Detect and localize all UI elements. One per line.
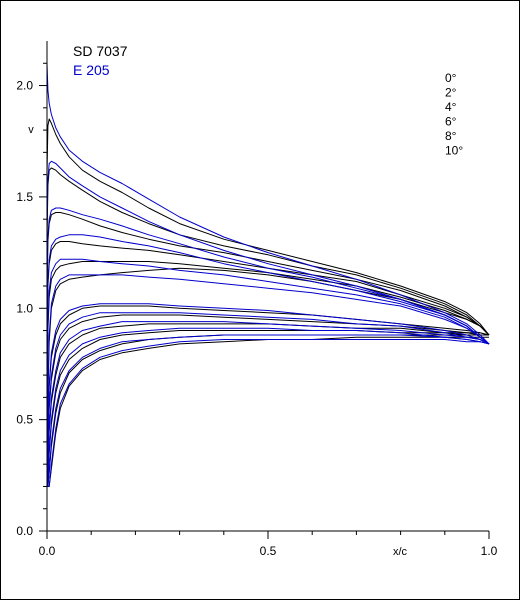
curve-sd-7037-upper-4deg [46, 241, 490, 353]
x-tick-label: 1.0 [481, 544, 498, 558]
curve-sd-7037-upper-0deg [46, 267, 490, 476]
curve-e-205-lower-6deg [47, 327, 490, 483]
curve-sd-7037-upper-2deg [46, 261, 490, 409]
y-tick-label: 0.0 [16, 524, 33, 538]
angle-label: 4° [445, 100, 457, 114]
curve-sd-7037-lower-0deg [46, 305, 490, 483]
curve-sd-7037-lower-2deg [46, 314, 490, 483]
y-tick-label: 2.0 [16, 79, 33, 93]
angle-label: 10° [445, 144, 463, 158]
y-tick-label: 1.0 [16, 301, 33, 315]
angle-label: 6° [445, 115, 457, 129]
angle-label: 8° [445, 129, 457, 143]
y-tick-label: 0.5 [16, 413, 33, 427]
angle-label: 2° [445, 86, 457, 100]
curve-sd-7037-lower-10deg [46, 336, 489, 487]
angle-label: 0° [445, 71, 457, 85]
legend-entry: SD 7037 [73, 43, 128, 59]
curve-sd-7037-upper-10deg [46, 118, 490, 336]
curve-e-205-lower-0deg [46, 303, 490, 483]
x-axis-label: x/c [393, 546, 408, 558]
curve-sd-7037-lower-8deg [46, 334, 489, 487]
curve-e-205-lower-8deg [46, 334, 490, 487]
curve-e-205-upper-10deg [46, 63, 490, 345]
x-tick-label: 0.0 [39, 544, 56, 558]
curve-sd-7037-lower-4deg [46, 323, 489, 483]
labels-layer: 0.0 0.5 1.0 0.0 0.5 1.0 1.5 2.0 x/c v SD 7037 E 205… [16, 43, 497, 558]
curve-e-205-lower-10deg [46, 339, 490, 487]
curve-e-205-upper-2deg [46, 258, 490, 409]
curve-e-205-upper-8deg [46, 160, 490, 345]
curve-sd-7037-upper-6deg [46, 212, 490, 336]
axes-layer [39, 41, 490, 539]
curves-layer [46, 63, 490, 487]
curve-e-205-upper-0deg [46, 274, 490, 476]
curve-e-205-lower-4deg [46, 321, 490, 483]
y-axis-label: v [28, 124, 34, 136]
curve-sd-7037-lower-6deg [47, 330, 489, 483]
x-tick-label: 0.5 [260, 544, 277, 558]
curve-e-205-lower-2deg [46, 312, 490, 483]
y-tick-label: 1.5 [16, 190, 33, 204]
legend-entry: E 205 [73, 62, 110, 78]
curve-e-205-upper-4deg [46, 234, 490, 353]
curve-sd-7037-upper-8deg [46, 167, 490, 336]
